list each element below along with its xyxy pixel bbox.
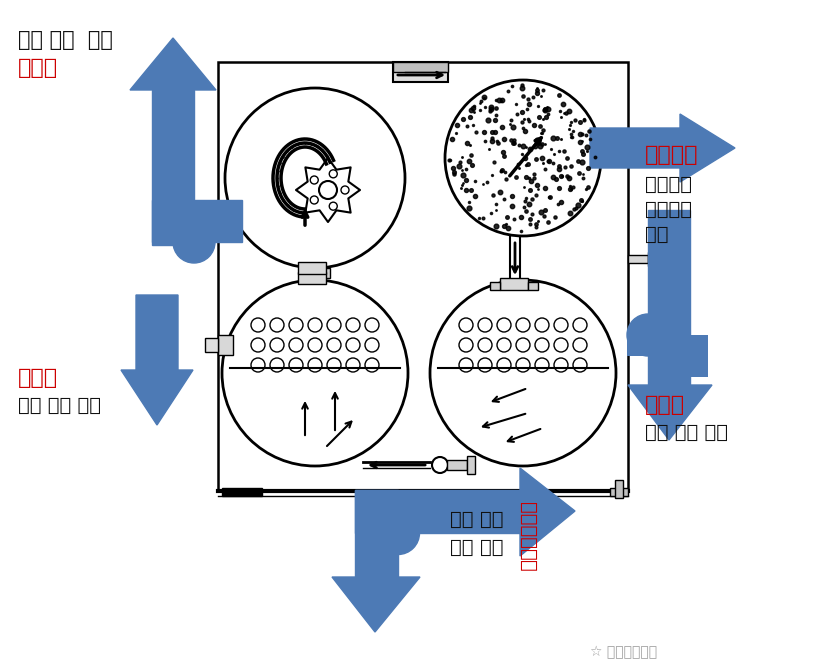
Bar: [500, 278, 528, 290]
Text: 油分离器: 油分离器: [645, 145, 699, 165]
Bar: [152, 90, 194, 245]
Text: 压）: 压）: [450, 538, 473, 557]
Circle shape: [330, 170, 337, 178]
Text: 气体 高温  高压: 气体 高温 高压: [18, 30, 113, 50]
Polygon shape: [332, 577, 420, 632]
Bar: [205, 338, 218, 352]
Polygon shape: [121, 295, 193, 425]
Text: ☆ 制冷空调技术: ☆ 制冷空调技术: [590, 645, 657, 659]
Circle shape: [330, 202, 337, 210]
Bar: [355, 490, 520, 533]
Text: 可变节流孔: 可变节流孔: [518, 502, 537, 561]
Polygon shape: [590, 114, 735, 182]
Bar: [648, 210, 690, 385]
Circle shape: [310, 176, 318, 184]
Polygon shape: [628, 385, 712, 440]
Bar: [528, 282, 538, 290]
Bar: [490, 282, 500, 290]
Text: （低: （低: [450, 510, 473, 529]
Text: 气体 低温 低压: 气体 低温 低压: [18, 396, 101, 415]
Text: 板: 板: [518, 560, 537, 572]
Bar: [628, 255, 648, 263]
Text: 和润滑油: 和润滑油: [645, 200, 692, 219]
Bar: [355, 490, 398, 595]
Bar: [648, 335, 708, 377]
Text: 液体 高温 高压: 液体 高温 高压: [645, 423, 728, 442]
Bar: [627, 335, 648, 356]
Bar: [298, 262, 326, 274]
Circle shape: [319, 181, 337, 199]
Text: 把制冷剂: 把制冷剂: [645, 175, 692, 194]
Text: 压缩机: 压缩机: [18, 58, 58, 78]
Bar: [315, 268, 330, 278]
Bar: [447, 460, 467, 470]
Text: 液体: 液体: [480, 510, 504, 529]
Bar: [610, 488, 628, 496]
Bar: [298, 272, 326, 284]
Bar: [615, 480, 623, 498]
Text: 蒸发器: 蒸发器: [18, 368, 58, 388]
Bar: [660, 252, 680, 258]
Circle shape: [173, 221, 215, 263]
Text: 低温: 低温: [480, 538, 504, 557]
Bar: [152, 200, 242, 242]
Circle shape: [432, 457, 448, 473]
Circle shape: [627, 314, 669, 356]
Polygon shape: [130, 38, 216, 90]
Circle shape: [377, 512, 419, 554]
Bar: [222, 488, 262, 496]
Text: 分离: 分离: [645, 225, 668, 244]
Bar: [648, 252, 660, 266]
Text: 冷凝器: 冷凝器: [645, 395, 685, 415]
Bar: [218, 335, 233, 355]
Bar: [393, 62, 448, 82]
Bar: [467, 456, 475, 474]
Bar: [300, 268, 315, 278]
Bar: [173, 221, 194, 242]
Polygon shape: [520, 468, 575, 556]
Bar: [393, 62, 448, 72]
Circle shape: [310, 196, 318, 204]
Circle shape: [341, 186, 349, 194]
Bar: [218, 62, 628, 490]
